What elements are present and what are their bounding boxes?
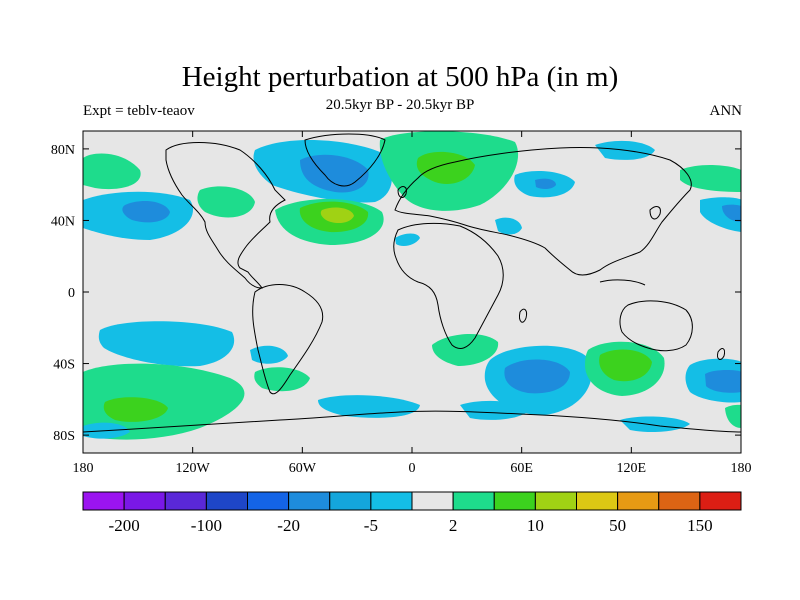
colorbar-label: -100: [191, 516, 222, 535]
coast-madagascar: [519, 308, 527, 323]
field-spac-lime: [103, 397, 168, 422]
x-tick-label: 0: [409, 461, 416, 476]
field-sind-light-lower: [460, 400, 530, 420]
y-tick-label: 80S: [53, 429, 75, 444]
colorbar-swatch: [534, 491, 577, 511]
y-tick-label: 80N: [51, 143, 75, 158]
field-npac-green-w: [83, 153, 141, 190]
coast-japan: [649, 206, 661, 220]
colorbar-swatch: [329, 491, 372, 511]
chart-title: Height perturbation at 500 hPa (in m): [181, 61, 619, 93]
colorbar-label: -200: [109, 516, 140, 535]
field-tasman-mid: [705, 370, 741, 393]
coast-eurasia: [394, 147, 692, 276]
coast-britain: [397, 186, 407, 198]
x-tick-label: 120W: [176, 461, 211, 476]
field-antarctic-light: [620, 416, 690, 432]
coast-new-zealand: [717, 348, 725, 360]
field-safrica-green: [432, 334, 499, 366]
colorbar-swatch: [82, 491, 125, 511]
colorbar-label: 10: [527, 516, 544, 535]
experiment-label: Expt = teblv-teaov: [83, 103, 195, 119]
colorbar: [82, 491, 742, 511]
field-satl-green: [254, 367, 310, 392]
x-tick-label: 60E: [510, 461, 533, 476]
colorbar-swatch: [699, 491, 742, 511]
colorbar-swatch: [411, 491, 454, 511]
field-asia-light: [495, 217, 522, 235]
field-npac-green-e: [680, 165, 741, 192]
season-label: ANN: [709, 103, 743, 119]
colorbar-label: -5: [364, 516, 378, 535]
field-siberia-mid: [535, 178, 556, 190]
field-atl-light-sub: [395, 233, 420, 246]
coastlines: [83, 133, 741, 433]
coast-north-america: [165, 142, 286, 289]
y-tick-label: 40S: [53, 358, 75, 373]
anomaly-fields: [83, 131, 741, 440]
coast-indonesia: [599, 279, 646, 286]
field-spac-light: [98, 321, 235, 367]
coast-africa: [393, 222, 504, 349]
field-europe-lime: [416, 151, 475, 185]
colorbar-swatch: [288, 491, 331, 511]
field-npac-mid: [122, 200, 170, 223]
coast-australia: [619, 300, 693, 352]
field-sind-mid: [504, 359, 570, 394]
colorbar-swatch: [370, 491, 413, 511]
colorbar-labels: -200 -100 -20 -5 2 10 50 150: [109, 516, 713, 535]
y-tick-label: 40N: [51, 214, 75, 229]
colorbar-swatch: [493, 491, 536, 511]
colorbar-swatch: [164, 491, 207, 511]
y-tick-label: 0: [68, 286, 75, 301]
axis-ticks: [82, 131, 742, 453]
field-natl-yellow: [320, 207, 354, 224]
field-sor-green: [725, 404, 741, 428]
coast-greenland: [304, 133, 386, 187]
coast-south-america: [252, 284, 324, 395]
field-namer-green: [197, 186, 255, 218]
field-spac-light-2: [250, 345, 288, 364]
colorbar-swatch: [452, 491, 495, 511]
x-tick-label: 120E: [617, 461, 647, 476]
colorbar-swatch: [205, 491, 248, 511]
x-tick-label: 60W: [289, 461, 317, 476]
colorbar-label: 50: [609, 516, 626, 535]
coast-antarctica: [83, 410, 741, 433]
colorbar-swatch: [658, 491, 701, 511]
colorbar-label: 150: [687, 516, 713, 535]
x-tick-label: 180: [731, 461, 752, 476]
colorbar-swatch: [576, 491, 619, 511]
period-label: 20.5kyr BP - 20.5kyr BP: [325, 97, 475, 113]
field-npac-mid-e: [722, 204, 741, 222]
field-aus-lime: [599, 349, 652, 382]
colorbar-swatch: [247, 491, 290, 511]
colorbar-label: 2: [449, 516, 458, 535]
axis-labels: 180 120W 60W 0 60E 120E 180 80N 40N 0 40S 80S: [51, 143, 752, 476]
x-tick-label: 180: [73, 461, 94, 476]
field-greenland-mid: [300, 154, 369, 193]
colorbar-swatch: [123, 491, 166, 511]
colorbar-swatch: [617, 491, 660, 511]
colorbar-label: -20: [277, 516, 300, 535]
